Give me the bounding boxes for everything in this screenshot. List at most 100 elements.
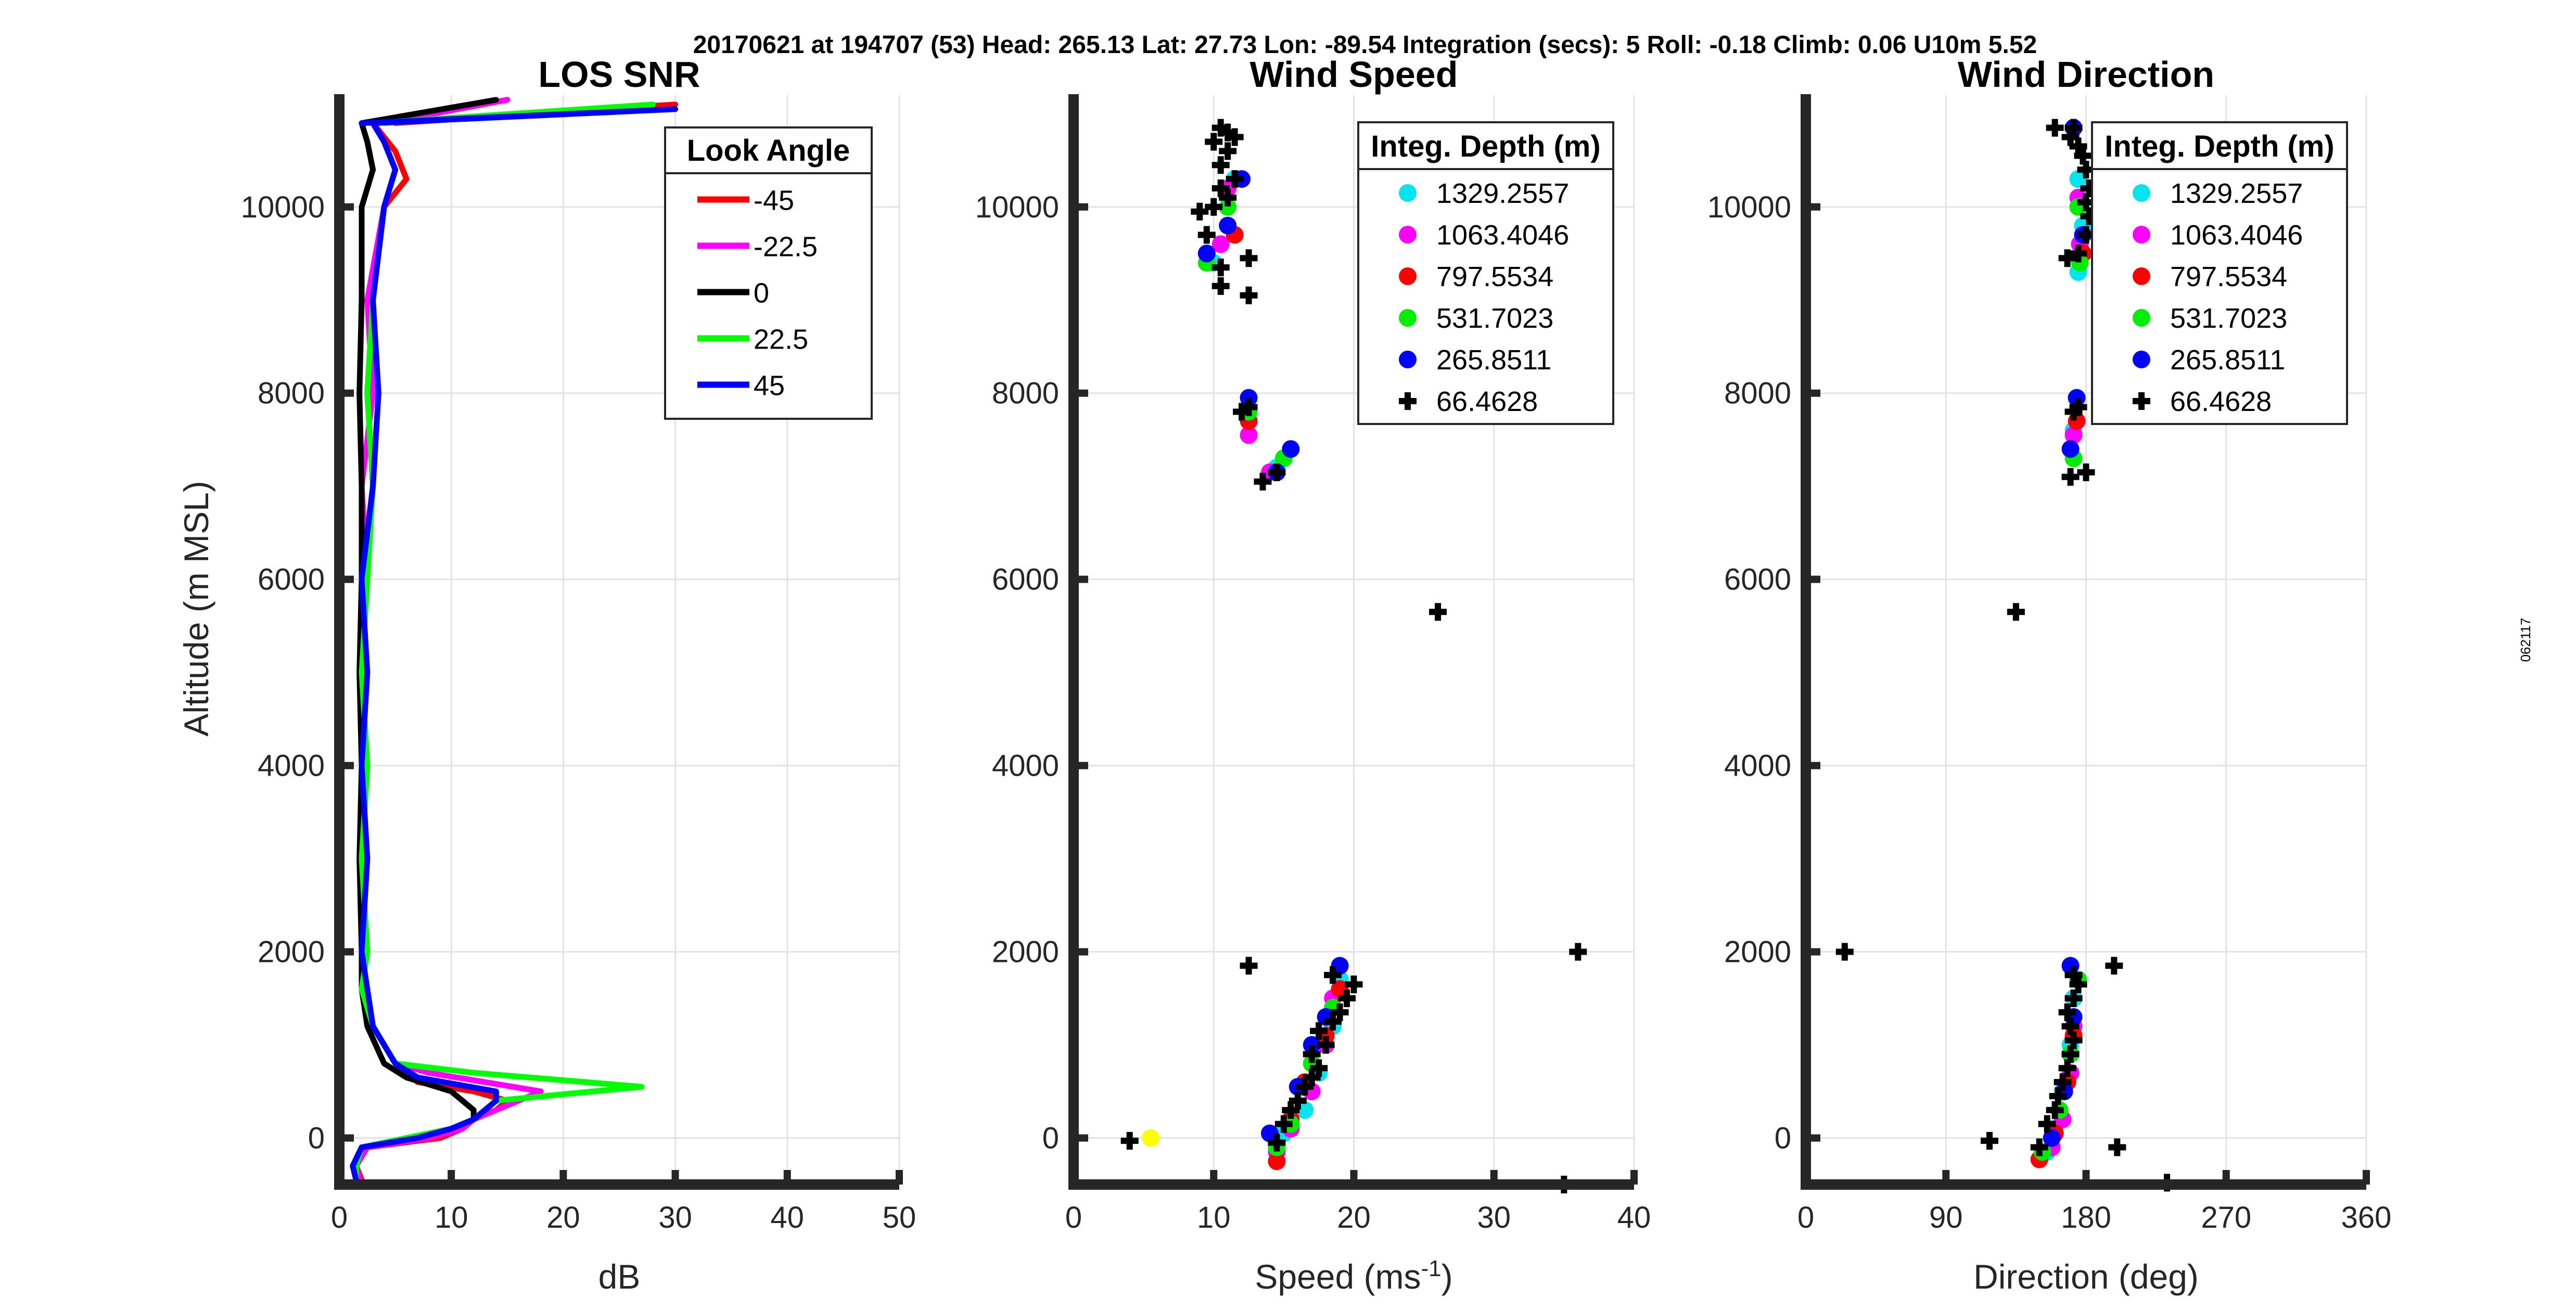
- data-point-265-8511: [2061, 440, 2080, 458]
- y-tick-label: 2000: [258, 935, 325, 969]
- data-point-66-4628: [2061, 468, 2080, 486]
- data-point-66-4628: [2069, 975, 2087, 994]
- legend-swatch-797-5534: [2133, 267, 2150, 285]
- legend-label-265-8511: 265.8511: [1436, 344, 1551, 376]
- data-point-66-4628: [1338, 989, 1356, 1008]
- series-line-45: [350, 106, 679, 1183]
- legend-title: Look Angle: [687, 134, 850, 168]
- data-point-531-7023: [1219, 198, 1237, 216]
- x-tick-label: 0: [1065, 1201, 1082, 1234]
- legend-swatch-1329-2557: [2133, 184, 2150, 202]
- legend-box: [664, 126, 873, 420]
- data-point-66-4628: [1296, 1078, 1314, 1096]
- data-point-66-4628: [2064, 966, 2083, 984]
- y-tick-label: 8000: [258, 377, 325, 410]
- x-tick-label: 30: [1477, 1201, 1511, 1234]
- legend-label-22-5: -22.5: [754, 231, 818, 263]
- los-snr-panel: 0 10 20 30 40 50 0 2000 4000 6000 8000 10000 LOS SNR…: [177, 54, 916, 1296]
- legend-swatch-66-4628: [1399, 392, 1417, 410]
- data-point-66-4628: [2030, 1138, 2048, 1156]
- data-point-66-4628: [2069, 398, 2087, 416]
- data-point-66-4628: [1331, 1003, 1349, 1021]
- data-point-66-4628: [1289, 1091, 1307, 1110]
- legend-swatch-797-5534: [1399, 267, 1417, 285]
- data-point-66-4628: [2077, 463, 2095, 481]
- y-tick-label: 8000: [992, 377, 1059, 410]
- legend-label-1329-2557: 1329.2557: [1436, 178, 1569, 209]
- legend: Integ. Depth (m) 1329.2557 1063.4046 797.55…: [1357, 121, 1614, 425]
- x-tick-label: 360: [2341, 1201, 2392, 1234]
- y-tick-label: 8000: [1724, 377, 1791, 410]
- x-tick-label: 180: [2061, 1201, 2111, 1234]
- data-point-797-5534: [1268, 1152, 1286, 1170]
- data-point-66-4628: [1324, 966, 1342, 984]
- data-point-66-4628: [1981, 1131, 1999, 1150]
- legend-label-531-7023: 531.7023: [2170, 303, 2287, 334]
- legend-label-22-5: 22.5: [754, 324, 808, 355]
- data-point-66-4628: [2105, 957, 2123, 975]
- legend-label-531-7023: 531.7023: [1436, 303, 1553, 334]
- y-tick-label: 10000: [241, 190, 325, 224]
- x-tick-label: 20: [1337, 1201, 1371, 1234]
- y-tick-label: 10000: [1707, 190, 1791, 224]
- data-point-66-4628: [2046, 119, 2064, 137]
- data-point-66-4628: [2074, 147, 2092, 165]
- data-point-1063-4046: [2064, 426, 2083, 444]
- legend-swatch-1329-2557: [1399, 184, 1417, 202]
- data-point-66-4628: [1429, 603, 1447, 621]
- data-point-66-4628: [2064, 989, 2083, 1008]
- data-point-265-8511: [2043, 1129, 2061, 1147]
- y-tick-label: 6000: [992, 563, 1059, 597]
- x-axis-label-exponent: -1: [1421, 1256, 1442, 1281]
- data-point-66-4628: [1310, 1059, 1328, 1077]
- data-point-66-4628: [1303, 1069, 1321, 1087]
- x-tick-label: 30: [658, 1201, 692, 1234]
- x-axis-label: Direction (deg): [1973, 1257, 2199, 1296]
- data-point-66-4628: [2049, 1087, 2067, 1105]
- data-point-66-4628: [1212, 179, 1230, 197]
- legend-label-265-8511: 265.8511: [2170, 344, 2285, 376]
- legend-swatch-66-4628: [2133, 392, 2150, 410]
- y-axis-label: Altitude (m MSL): [177, 481, 215, 736]
- data-point-66-4628: [2064, 119, 2083, 137]
- legend-swatch-1063-4046: [1399, 226, 1417, 243]
- data-point-265-8511: [1219, 216, 1237, 235]
- legend-swatch-1063-4046: [2133, 226, 2150, 243]
- x-tick-label: 0: [1797, 1201, 1814, 1234]
- data-point-265-8511: [1240, 389, 1258, 407]
- x-tick-label: 0: [331, 1201, 348, 1234]
- y-tick-label: 4000: [258, 749, 325, 783]
- y-tick-label: 10000: [975, 190, 1059, 224]
- data-point-66-4628: [1324, 1012, 1342, 1031]
- legend-label-797-5534: 797.5534: [2170, 261, 2287, 292]
- legend-label-797-5534: 797.5534: [1436, 261, 1553, 292]
- data-point-66-4628: [1191, 202, 1209, 221]
- legend-title: Integ. Depth (m): [2105, 130, 2334, 163]
- y-tick-label: 4000: [992, 749, 1059, 783]
- data-point-66-4628: [1219, 142, 1237, 160]
- plot-area: [1120, 119, 1587, 1193]
- data-point-66-4628: [1310, 1022, 1328, 1040]
- x-axis-label: dB: [598, 1257, 641, 1296]
- data-point-66-4628: [1240, 398, 1258, 416]
- plot-area: [350, 97, 679, 1183]
- chart-title: LOS SNR: [538, 54, 700, 95]
- y-tick-label: 0: [308, 1122, 325, 1155]
- legend-label-66-4628: 66.4628: [1436, 386, 1538, 417]
- x-tick-label: 20: [546, 1201, 580, 1234]
- data-point-66-4628: [2108, 1138, 2126, 1156]
- x-tick-label: 10: [435, 1201, 468, 1234]
- plot-area: [1835, 119, 2176, 1192]
- chart-title: Wind Speed: [1250, 54, 1458, 95]
- data-point-66-4628: [1274, 1115, 1293, 1133]
- data-point-66-4628: [1205, 133, 1223, 151]
- data-point-1329-2557: [2069, 170, 2087, 188]
- legend-label-1063-4046: 1063.4046: [1436, 220, 1569, 251]
- legend-title: Integ. Depth (m): [1371, 130, 1600, 163]
- data-point-66-4628: [2058, 1003, 2076, 1021]
- y-tick-label: 4000: [1724, 749, 1791, 783]
- data-point-66-4628: [1569, 943, 1587, 961]
- data-point-66-4628: [2069, 137, 2087, 156]
- data-point-66-4628: [1212, 119, 1230, 137]
